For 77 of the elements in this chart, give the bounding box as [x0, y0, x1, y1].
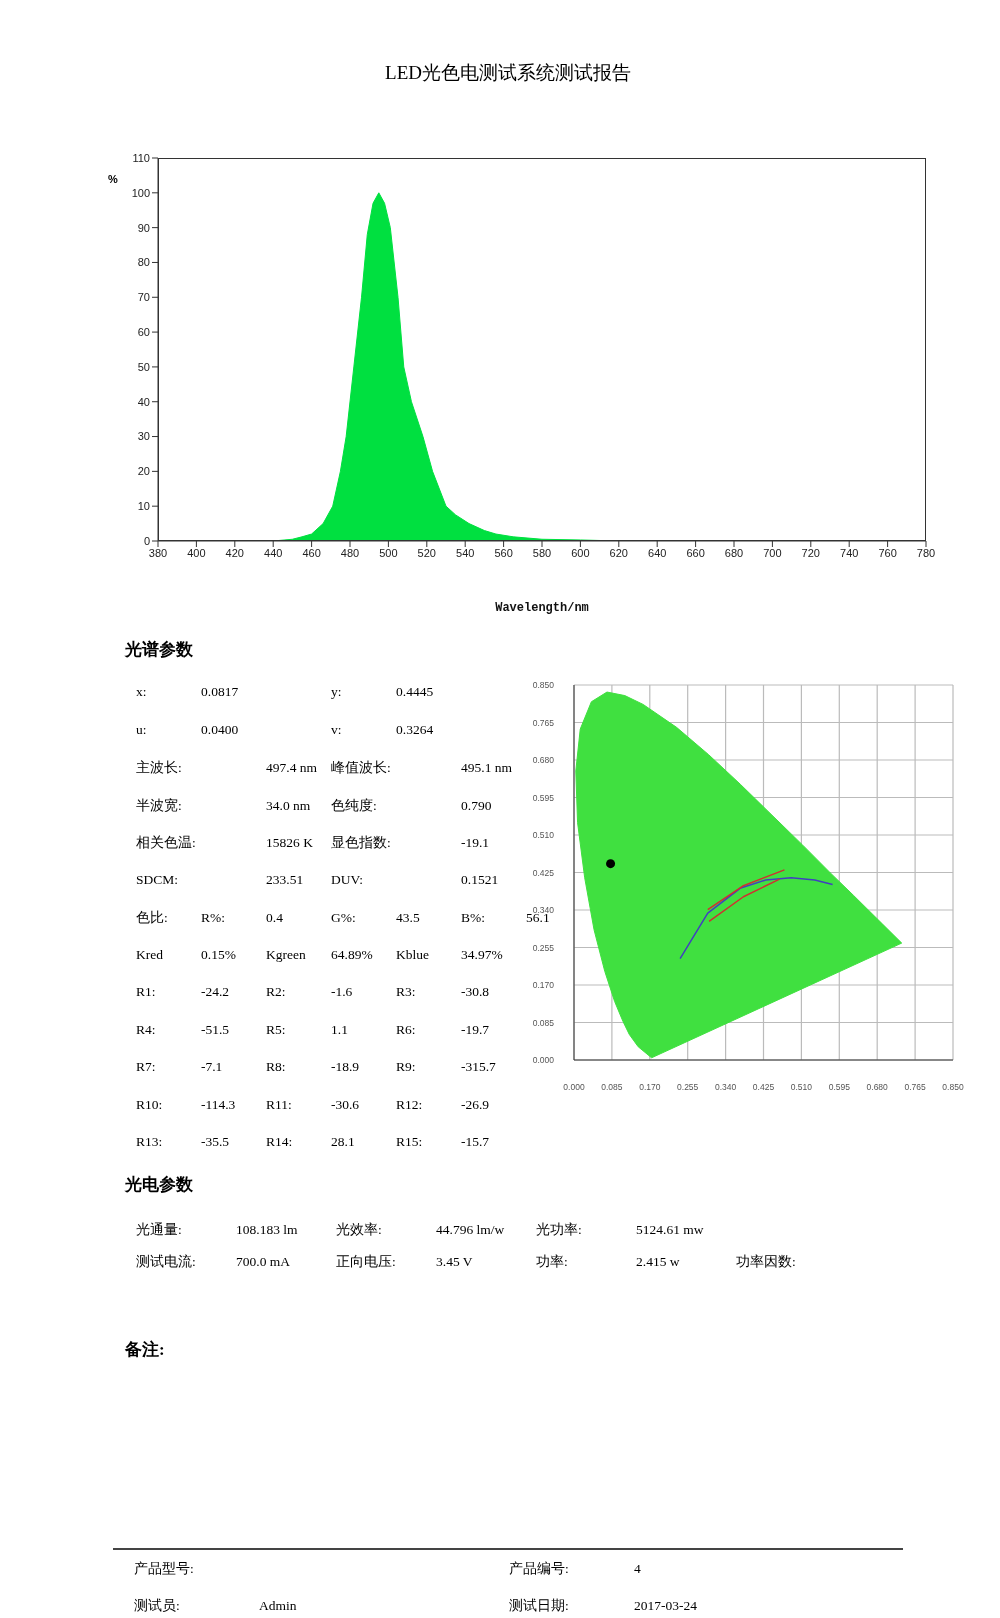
x-tick-label: 0.680: [866, 1082, 889, 1093]
x-tick-label: 680: [724, 546, 744, 559]
y-tick-label: 30: [137, 430, 150, 443]
text: R1: -24.2 R2: -1.6 R3: -30.8: [136, 984, 490, 999]
text: 测试员: Admin 测试日期: 2017-03-24: [134, 1598, 697, 1613]
y-tick-label: 80: [137, 256, 150, 269]
x-axis-title: Wavelength/nm: [495, 601, 589, 615]
x-tick-label: 500: [379, 546, 398, 559]
x-tick-label: 0.340: [714, 1082, 737, 1093]
text: 产品型号: 产品编号: 4: [134, 1561, 641, 1576]
text: SDCM: 233.51 DUV: 0.1521: [136, 871, 499, 887]
y-tick-label: 0.085: [532, 1017, 555, 1028]
y-tick-label: 0.425: [532, 867, 555, 878]
y-tick-label: 70: [137, 291, 150, 304]
x-tick-label: 740: [840, 546, 859, 559]
x-tick-label: 0.170: [639, 1082, 661, 1093]
x-tick-label: 600: [571, 546, 590, 559]
x-tick-label: 380: [148, 546, 168, 559]
x-tick-label: 700: [763, 546, 782, 559]
y-tick-label: 0.595: [532, 792, 555, 803]
text: 光通量: 108.183 lm 光效率: 44.796 lm/w 光功率: 5124.61 mw: [136, 1222, 704, 1237]
x-tick-label: 720: [801, 546, 820, 559]
y-tick-label: 60: [137, 326, 150, 338]
y-tick-label: 100: [131, 186, 150, 199]
x-tick-label: 780: [916, 546, 936, 559]
chart-title: LED光色电测试系统测试报告: [384, 61, 632, 85]
y-tick-label: 20: [137, 465, 150, 478]
y-tick-label: 10: [137, 500, 150, 513]
text: R10: -114.3 R11: -30.6 R12: -26.9: [136, 1096, 490, 1112]
x-tick-label: 580: [532, 546, 552, 559]
y-tick-label: 90: [137, 221, 150, 234]
text: 光谱参数: [125, 639, 193, 661]
x-tick-label: 0.765: [904, 1082, 926, 1093]
text: 测试电流: 700.0 mA 正向电压: 3.45 V 功率: 2.415 w 功率因数:: [136, 1254, 796, 1269]
x-tick-label: 660: [686, 546, 705, 559]
x-tick-label: 420: [225, 546, 244, 559]
y-tick-label: 0.170: [532, 980, 555, 991]
x-tick-label: 520: [417, 546, 436, 559]
text: R7: -7.1 R8: -18.9 R9: -315.7: [136, 1059, 496, 1074]
text: R4: -51.5 R5: 1.1 R6: -19.7: [136, 1021, 490, 1037]
y-tick-label: 0.680: [532, 755, 555, 766]
text: x: 0.0817 y: 0.4445: [136, 684, 434, 699]
x-tick-label: 0.085: [601, 1082, 623, 1093]
text: u: 0.0400 v: 0.3264: [136, 721, 434, 737]
y-tick-label: 110: [132, 151, 150, 164]
text: 光电参数: [125, 1174, 193, 1196]
y-tick-label: 0: [143, 534, 150, 547]
x-tick-label: 540: [456, 546, 475, 559]
x-tick-label: 0.000: [563, 1082, 585, 1093]
y-tick-label: 0.850: [532, 680, 555, 691]
text: 相关色温: 15826 K 显色指数: -19.1: [136, 835, 490, 850]
x-tick-label: 0.255: [677, 1082, 699, 1093]
x-tick-label: 460: [302, 546, 321, 559]
x-tick-label: 440: [264, 546, 283, 559]
x-tick-label: 620: [609, 546, 628, 559]
line-series: [679, 877, 834, 960]
x-tick-label: 0.595: [828, 1082, 851, 1093]
y-axis-title: %: [108, 173, 118, 185]
y-tick-label: 0.510: [532, 830, 555, 841]
y-tick-label: 0.000: [532, 1055, 555, 1066]
text: R13: -35.5 R14: 28.1 R15: -15.7: [136, 1134, 490, 1149]
y-tick-label: 50: [137, 360, 150, 373]
text: 备注:: [125, 1339, 165, 1361]
x-tick-label: 640: [648, 546, 667, 559]
y-tick-label: 40: [137, 395, 150, 408]
x-tick-label: 760: [878, 546, 897, 559]
x-tick-label: 0.425: [752, 1082, 775, 1093]
y-tick-label: 0.255: [532, 942, 555, 953]
y-tick-label: 0.765: [532, 717, 555, 728]
text: Kred 0.15% Kgreen 64.89% Kblue 34.97%: [136, 946, 503, 962]
x-tick-label: 0.510: [790, 1082, 813, 1093]
x-tick-label: 0.850: [942, 1082, 964, 1093]
x-tick-label: 480: [340, 546, 360, 559]
text: 半波宽: 34.0 nm 色纯度: 0.790: [136, 797, 492, 813]
x-tick-label: 560: [494, 546, 513, 559]
x-tick-label: 400: [187, 546, 206, 559]
text: 主波长: 497.4 nm 峰值波长: 495.1 nm: [136, 760, 513, 775]
